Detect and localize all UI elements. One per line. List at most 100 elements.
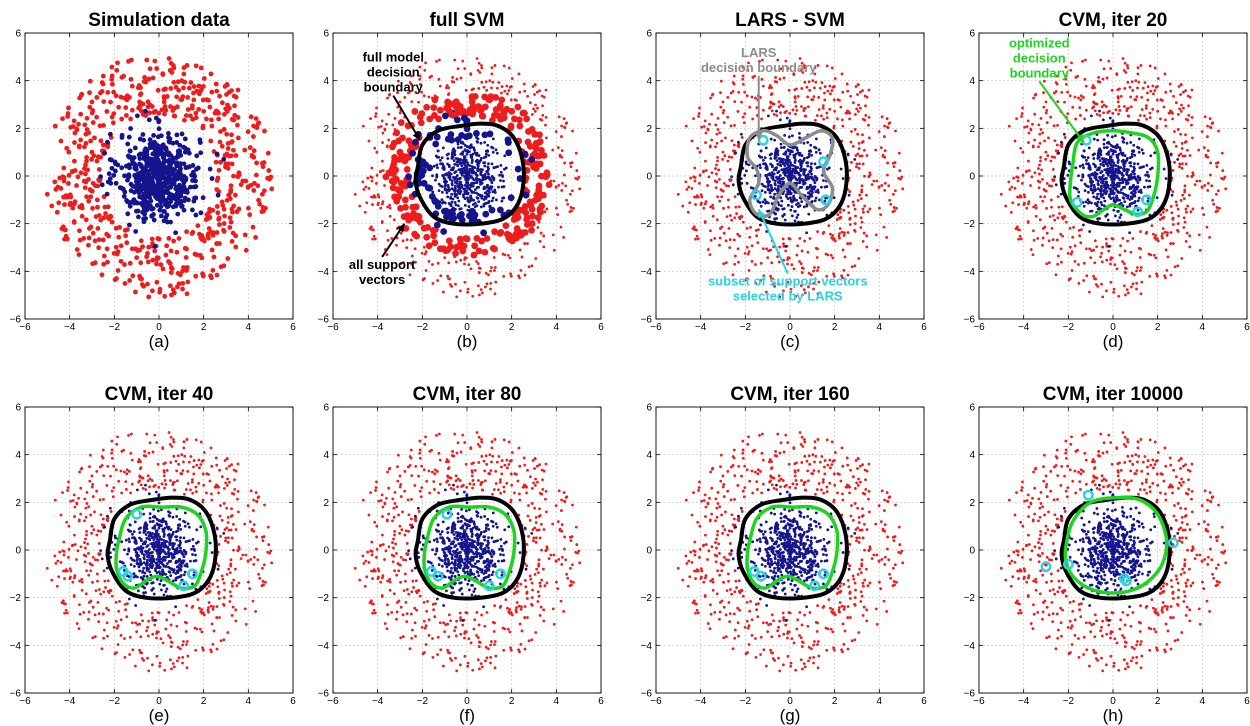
x-tick-label: −6 [650,322,662,333]
blue-class-point [133,229,139,234]
red-class-point [128,116,134,122]
support-vector-red [495,112,502,120]
red-class-point [1081,96,1085,99]
red-class-point [164,93,170,99]
x-tick-label: −2 [740,322,752,333]
red-class-point [860,220,864,224]
red-class-point [1139,266,1143,269]
red-class-point [828,84,832,88]
red-class-point [1026,202,1030,206]
blue-class-point [798,158,802,162]
red-class-point [1038,163,1041,167]
red-class-point [163,252,169,258]
red-class-point [381,131,385,135]
support-vector-red [545,181,553,188]
red-class-point [1100,105,1104,109]
blue-class-point [471,184,475,188]
red-class-point [846,273,850,277]
red-class-point [1152,92,1155,96]
red-class-point [722,121,726,124]
blue-class-point [476,169,480,173]
red-class-point [792,267,796,271]
red-class-point [109,64,115,70]
red-class-point [207,214,213,220]
blue-class-point [807,191,811,195]
blue-class-point [789,192,793,196]
blue-class-point [740,181,744,185]
red-class-point [185,107,191,112]
red-class-point [729,179,732,183]
red-class-point [1082,279,1086,282]
red-class-point [560,135,563,138]
blue-class-point [799,169,803,173]
data-layer [353,57,582,299]
red-class-point [851,200,855,204]
red-class-point [778,77,782,81]
blue-class-point [98,174,104,180]
red-class-point [722,206,725,210]
red-class-point [207,104,213,110]
red-class-point [1188,234,1192,238]
red-class-point [1066,251,1070,255]
red-class-point [1032,229,1035,233]
blue-class-point [463,170,467,174]
red-class-point [1217,129,1220,133]
blue-class-point [487,194,491,198]
blue-class-point [470,161,474,164]
red-class-point [209,247,215,253]
red-class-point [167,283,173,289]
blue-class-point [454,157,458,160]
red-class-point [523,242,527,245]
blue-class-point [457,191,461,195]
red-class-point [114,67,120,73]
blue-class-point [1090,182,1093,186]
red-class-point [828,232,832,236]
blue-class-point [790,172,793,175]
red-class-point [833,77,837,80]
blue-class-point [809,183,812,187]
red-class-point [796,244,800,248]
red-class-point [841,124,845,128]
blue-class-point [486,176,490,180]
blue-class-point [450,192,454,196]
red-class-point [184,265,190,270]
red-class-point [560,124,563,128]
blue-class-point [1066,173,1070,177]
panel-label: (b) [457,332,478,351]
blue-class-point [177,164,183,170]
red-class-point [536,226,540,229]
support-vector-blue [528,155,536,163]
red-class-point [826,89,830,93]
red-class-point [1187,104,1190,108]
blue-class-point [816,191,820,194]
red-class-point [758,60,761,63]
red-class-point [718,199,722,203]
support-vector-blue [447,208,455,216]
red-class-point [830,89,834,92]
red-class-point [1016,195,1019,199]
blue-class-point [174,160,180,166]
red-class-point [381,169,385,172]
blue-class-point [473,201,477,205]
red-class-point [176,281,182,287]
red-class-point [141,79,147,84]
blue-class-point [489,185,492,189]
red-class-point [703,221,707,224]
blue-class-point [455,160,459,164]
blue-class-point [163,180,169,186]
red-class-point [484,80,488,84]
blue-class-point [770,185,773,189]
red-class-point [119,74,125,80]
red-class-point [175,79,181,85]
blue-class-point [483,177,487,181]
red-class-point [697,115,700,118]
blue-class-point [499,179,502,182]
red-class-point [221,221,227,226]
red-class-point [1206,149,1210,153]
blue-class-point [466,161,469,165]
red-class-point [128,57,134,63]
red-class-point [245,129,251,135]
blue-class-point [192,174,197,179]
support-vector-red [481,248,489,256]
red-class-point [728,238,732,242]
